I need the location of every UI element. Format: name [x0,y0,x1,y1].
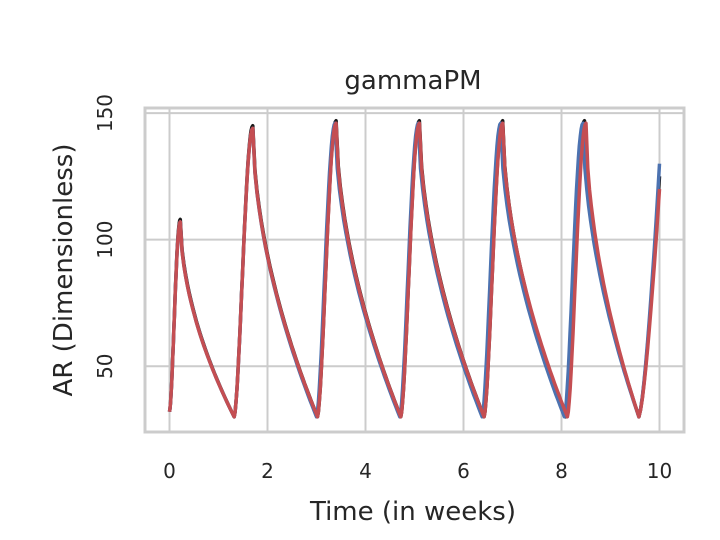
x-tick-label: 10 [647,459,672,483]
y-tick-label: 100 [93,221,117,259]
grid-lines [145,108,684,432]
plot-frame [143,106,686,434]
y-tick-labels: 50 100 150 [93,94,117,379]
y-tick-label: 50 [93,353,117,378]
x-tick-label: 2 [261,459,274,483]
x-tick-label: 8 [555,459,568,483]
y-tick-label: 150 [93,94,117,132]
series-lines [167,118,662,419]
x-tick-label: 0 [163,459,176,483]
x-axis-label: Time (in weeks) [309,497,516,527]
series-line-3 [167,121,662,419]
y-axis-label: AR (Dimensionless) [49,144,79,397]
chart-title: gammaPM [344,66,481,96]
x-tick-labels: 0 2 4 6 8 10 [163,459,672,483]
x-tick-label: 6 [457,459,470,483]
x-tick-label: 4 [359,459,372,483]
